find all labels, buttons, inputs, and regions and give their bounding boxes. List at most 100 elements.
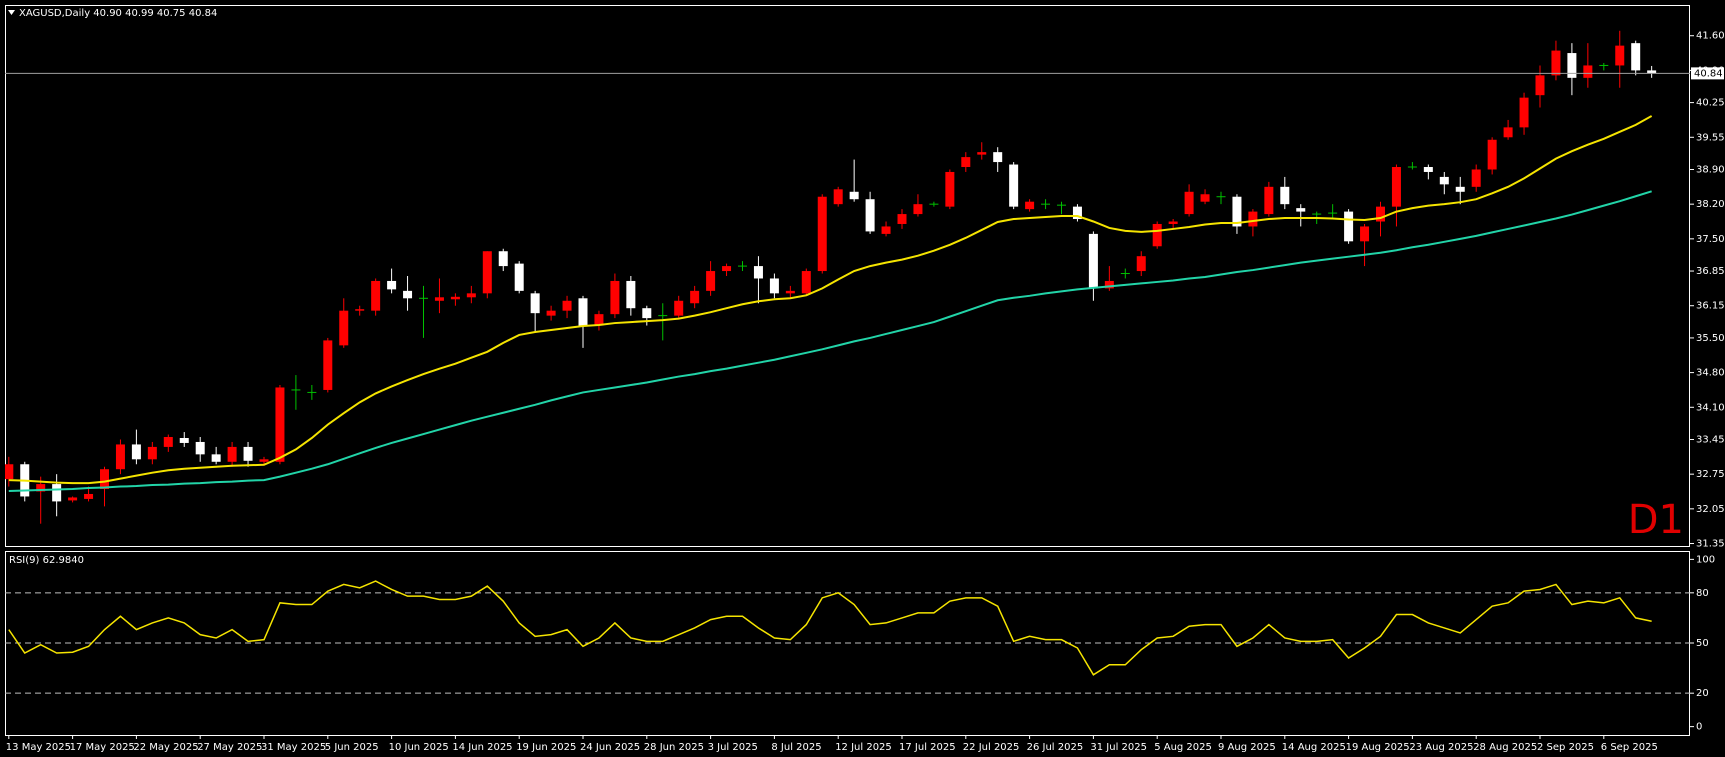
x-tick-label: 12 Jul 2025 [835, 742, 892, 753]
candle-body [626, 280, 636, 309]
x-tick-label: 22 Jul 2025 [963, 742, 1020, 753]
candle-body [1455, 186, 1465, 192]
x-tick-label: 17 Jul 2025 [899, 742, 956, 753]
candle-body [1535, 75, 1545, 96]
candle-body [1583, 65, 1593, 78]
candle-body [881, 226, 891, 234]
y-tick-label: 34.10 [1696, 402, 1725, 413]
candle-body [355, 309, 365, 311]
x-tick-label: 27 May 2025 [197, 742, 262, 753]
candle-body [753, 266, 763, 279]
candle-body [1168, 221, 1178, 224]
candle-body [1248, 211, 1258, 227]
candle-body [482, 251, 492, 294]
y-tick-label: 0 [1696, 722, 1702, 733]
x-tick-label: 6 Sep 2025 [1601, 742, 1658, 753]
candle-body [1519, 97, 1529, 128]
candle-body [1471, 169, 1481, 187]
candle-body [163, 437, 173, 447]
candle-body [1391, 167, 1401, 207]
moving-average-line [8, 115, 1653, 485]
candle-body [52, 484, 62, 502]
candle-body [945, 171, 955, 207]
candle-body [1296, 208, 1306, 212]
candle-body [897, 214, 907, 224]
candle-body [1104, 280, 1114, 289]
x-tick-label: 8 Jul 2025 [771, 742, 821, 753]
candle-body [530, 293, 540, 314]
candle-body [706, 271, 716, 291]
candle-body [243, 446, 253, 461]
candle-body [1232, 196, 1242, 227]
candle-body [610, 280, 620, 315]
y-tick-label: 33.45 [1696, 434, 1725, 445]
collapse-icon[interactable] [8, 10, 15, 15]
axes: 41.6040.9040.2539.5538.9038.2037.5036.85… [6, 31, 1725, 753]
y-tick-label: 32.75 [1696, 469, 1725, 480]
candle-body [36, 484, 46, 492]
candle-body [801, 271, 811, 294]
candle-body [1264, 186, 1274, 215]
x-tick-label: 14 Jun 2025 [452, 742, 512, 753]
y-tick-label: 38.90 [1696, 164, 1725, 175]
x-tick-label: 24 Jun 2025 [580, 742, 640, 753]
x-tick-label: 31 Jul 2025 [1090, 742, 1147, 753]
rsi-line [8, 580, 1652, 676]
candle-body [1025, 201, 1035, 210]
candle-body [913, 204, 923, 215]
candle-body [68, 497, 78, 501]
x-tick-label: 26 Jul 2025 [1027, 742, 1084, 753]
candle-body [147, 446, 157, 460]
candle-body [642, 308, 652, 319]
y-tick-label: 38.20 [1696, 199, 1725, 210]
main-panel-frame [5, 5, 1690, 547]
candle-body [961, 157, 971, 168]
candle-body [722, 266, 732, 272]
y-tick-label: 100 [1696, 554, 1715, 565]
x-tick-label: 9 Aug 2025 [1218, 742, 1276, 753]
candle-body [1009, 164, 1019, 207]
y-tick-label: 32.05 [1696, 504, 1725, 515]
candle-body [275, 387, 285, 462]
candle-body [195, 441, 205, 455]
candle-body [100, 469, 109, 490]
candle-body [1184, 191, 1194, 215]
candle-body [403, 290, 413, 299]
x-tick-label: 10 Jun 2025 [389, 742, 449, 753]
candle-body [977, 152, 987, 155]
candle-body [466, 293, 476, 298]
x-tick-label: 22 May 2025 [133, 742, 198, 753]
candle-body [849, 191, 859, 200]
candle-body [865, 199, 875, 232]
x-tick-label: 5 Jun 2025 [325, 742, 379, 753]
candle-body [817, 196, 827, 272]
x-tick-label: 14 Aug 2025 [1282, 742, 1346, 753]
candle-body [131, 444, 141, 460]
candle-body [674, 300, 684, 316]
candle-body [498, 251, 508, 267]
y-tick-label: 39.55 [1696, 132, 1725, 143]
x-tick-label: 23 Aug 2025 [1409, 742, 1473, 753]
candle-body [434, 297, 444, 301]
main-plot [5, 30, 1690, 524]
candle-body [1072, 206, 1082, 220]
timeframe-label: D1 [1628, 497, 1684, 543]
candle-body [1615, 45, 1625, 66]
candle-body [1647, 70, 1657, 74]
candle-body [339, 310, 349, 346]
x-tick-label: 28 Aug 2025 [1473, 742, 1537, 753]
y-tick-label: 40.25 [1696, 98, 1725, 109]
candle-body [115, 444, 125, 470]
x-tick-label: 28 Jun 2025 [644, 742, 704, 753]
candle-body [690, 290, 700, 304]
candle-body [323, 340, 333, 390]
candle-body [546, 310, 556, 316]
candle-body [1439, 176, 1449, 185]
y-tick-label: 41.60 [1696, 31, 1725, 42]
candle-body [1376, 206, 1385, 222]
x-tick-label: 31 May 2025 [261, 742, 326, 753]
candle-body [1360, 226, 1370, 242]
